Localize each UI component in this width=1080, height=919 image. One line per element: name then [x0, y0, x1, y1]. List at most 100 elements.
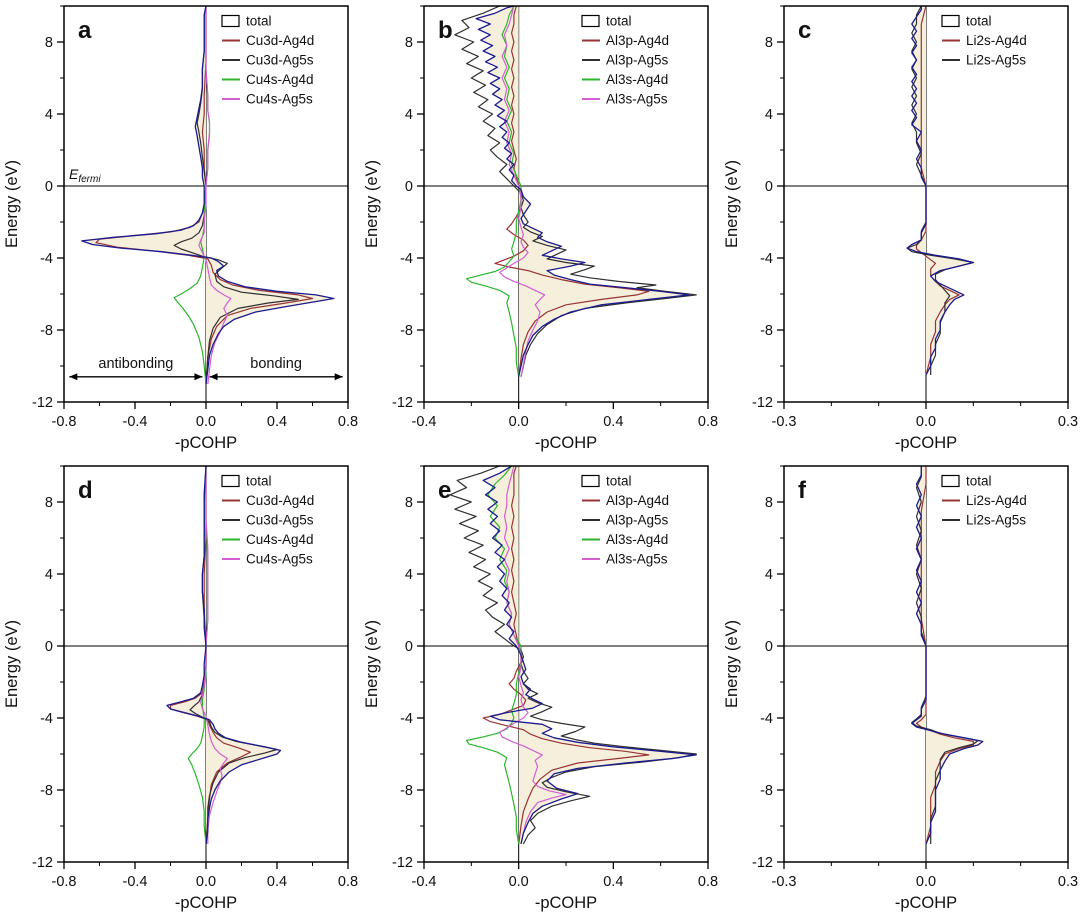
y-tick-label: -12 [392, 395, 413, 411]
legend-label: Al3p-Ag4d [606, 493, 669, 508]
x-tick-label: -0.4 [412, 414, 437, 430]
x-tick-label: -0.8 [52, 414, 77, 430]
x-tick-label: 0.4 [267, 414, 287, 430]
legend-label: total [606, 474, 632, 489]
legend-label: total [606, 14, 632, 29]
series-total-fill [476, 6, 690, 377]
y-tick-label: 8 [45, 495, 53, 511]
legend-label: total [246, 14, 272, 29]
series-Cu4s-Ag5s [200, 466, 228, 844]
x-tick-label: 0.3 [1058, 414, 1078, 430]
x-tick-label: 0.0 [509, 414, 529, 430]
x-tick-label: -0.3 [772, 414, 797, 430]
y-axis-label: Energy (eV) [363, 160, 381, 248]
x-axis-label: -pCOHP [895, 894, 957, 912]
series-Al3s-Ag5s [499, 466, 567, 845]
y-tick-label: 4 [405, 107, 413, 123]
y-tick-label: -4 [760, 711, 773, 727]
series-Al3p-Ag4d [482, 466, 650, 845]
legend-label: Cu3d-Ag5s [246, 53, 314, 68]
x-tick-label: 0.0 [509, 874, 529, 890]
legend-label: Cu3d-Ag4d [246, 493, 314, 508]
y-tick-label: 8 [765, 35, 773, 51]
y-tick-label: 0 [765, 639, 773, 655]
legend-label: total [246, 474, 272, 489]
legend-total-box-icon [581, 14, 600, 28]
bonding-label: bonding [250, 356, 302, 372]
y-tick-label: 4 [405, 567, 413, 583]
x-tick-label: 0.8 [338, 874, 358, 890]
series-total [475, 6, 690, 377]
legend-label: Li2s-Ag5s [966, 53, 1026, 68]
x-axis-label: -pCOHP [895, 434, 957, 452]
x-tick-label: 0.0 [196, 874, 216, 890]
legend-label: total [966, 14, 992, 29]
panel-d-chart: -0.8 -0.4 0.0 0.4 0.8 -12 -8 -4 0 4 8 -pCOHP Energy … [0, 460, 360, 919]
x-tick-label: -0.4 [412, 874, 437, 890]
x-tick-label: 0.4 [267, 874, 287, 890]
antibonding-label: antibonding [98, 356, 173, 372]
y-tick-label: -8 [400, 783, 413, 799]
x-axis-label: -pCOHP [175, 894, 237, 912]
legend-label: total [966, 474, 992, 489]
y-tick-label: -12 [32, 855, 53, 871]
legend-label: Li2s-Ag4d [966, 493, 1027, 508]
panel-letter: c [798, 17, 811, 44]
legend-label: Al3s-Ag5s [606, 552, 668, 567]
series-Li2s-Ag5s [906, 6, 974, 375]
x-tick-label: -0.4 [123, 874, 148, 890]
legend-total-box-icon [941, 474, 960, 488]
y-tick-label: -8 [40, 323, 53, 339]
y-axis-label: Energy (eV) [3, 620, 21, 708]
series-Al3s-Ag4d [466, 466, 522, 845]
panel-letter: d [78, 477, 93, 504]
series-layer [449, 466, 697, 845]
y-tick-label: 8 [765, 495, 773, 511]
x-tick-label: -0.3 [772, 874, 797, 890]
y-axis-label: Energy (eV) [723, 160, 741, 248]
y-tick-label: 0 [45, 639, 53, 655]
series-total [482, 466, 697, 845]
series-Cu3d-Ag4d [169, 466, 251, 845]
legend-label: Li2s-Ag5s [966, 513, 1026, 528]
y-tick-label: -8 [40, 783, 53, 799]
panel-e-chart: -0.4 0.0 0.4 0.8 -12 -8 -4 0 4 8 -pCOHP Energy (eV)… [360, 460, 720, 919]
series-total [906, 6, 974, 376]
y-tick-label: -12 [392, 855, 413, 871]
y-tick-label: 0 [405, 639, 413, 655]
series-total-fill [81, 6, 334, 384]
x-tick-label: -0.8 [52, 874, 77, 890]
x-tick-label: 0.0 [196, 414, 216, 430]
y-tick-label: -4 [40, 711, 53, 727]
panel-a-chart: -0.8 -0.4 0.0 0.4 0.8 -12 -8 -4 0 4 8 -pCOHP Energy … [0, 0, 360, 459]
series-layer [906, 6, 974, 376]
x-tick-label: 0.8 [338, 414, 358, 430]
series-Cu4s-Ag5s [198, 6, 232, 385]
panel-c: -0.3 0.0 0.3 -12 -8 -4 0 4 8 -pCOHP Energy (eV) c to… [720, 0, 1080, 460]
legend-label: Al3p-Ag4d [606, 33, 669, 48]
legend-total-box-icon [221, 474, 240, 488]
series-layer [911, 466, 984, 845]
legend-label: Cu4s-Ag5s [246, 552, 313, 567]
legend-total-box-icon [941, 14, 960, 28]
x-tick-label: 0.8 [698, 874, 718, 890]
series-total-fill [483, 466, 697, 844]
y-axis-label: Energy (eV) [723, 620, 741, 708]
series-Cu3d-Ag5s [173, 6, 299, 385]
arrowhead-icon [69, 373, 78, 381]
x-axis-label: -pCOHP [535, 894, 597, 912]
y-tick-label: -8 [760, 783, 773, 799]
fermi-label: Efermi [69, 166, 101, 185]
panel-b: -0.4 0.0 0.4 0.8 -12 -8 -4 0 4 8 -pCOHP Energy (eV)… [360, 0, 720, 460]
y-tick-label: -12 [32, 395, 53, 411]
series-total [81, 6, 335, 385]
y-tick-label: 4 [45, 107, 53, 123]
series-layer [81, 6, 335, 385]
legend-total-box-icon [581, 474, 600, 488]
y-tick-label: 8 [405, 495, 413, 511]
y-tick-label: 0 [45, 179, 53, 195]
y-tick-label: 4 [765, 107, 773, 123]
y-tick-label: -12 [752, 395, 773, 411]
legend-label: Li2s-Ag4d [966, 33, 1027, 48]
